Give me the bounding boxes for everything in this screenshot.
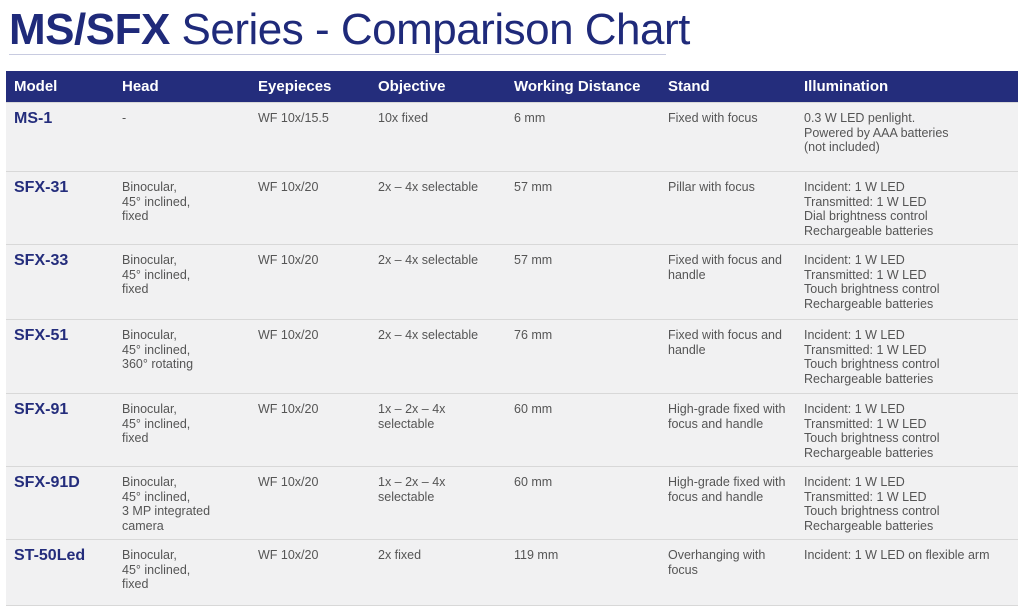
cell-model: SFX-51 bbox=[6, 319, 114, 394]
cell-eyepieces: WF 10x/20 bbox=[250, 539, 370, 606]
header-illumination: Illumination bbox=[796, 71, 1018, 103]
cell-illumination: Incident: 1 W LED Transmitted: 1 W LED T… bbox=[796, 393, 1018, 467]
cell-head: Binocular, 45° inclined, 360° rotating bbox=[114, 319, 250, 394]
table-row: SFX-51 Binocular, 45° inclined, 360° rot… bbox=[6, 319, 1018, 394]
cell-working-distance: 57 mm bbox=[506, 171, 660, 245]
cell-eyepieces: WF 10x/15.5 bbox=[250, 102, 370, 172]
header-working-distance: Working Distance bbox=[506, 71, 660, 103]
cell-eyepieces: WF 10x/20 bbox=[250, 244, 370, 320]
cell-objective: 2x – 4x selectable bbox=[370, 244, 506, 320]
cell-stand: Fixed with focus and handle bbox=[660, 244, 796, 320]
header-row: Model Head Eyepieces Objective Working D… bbox=[6, 71, 1018, 103]
cell-illumination: Incident: 1 W LED Transmitted: 1 W LED D… bbox=[796, 171, 1018, 245]
cell-illumination: 0.3 W LED penlight. Powered by AAA batte… bbox=[796, 102, 1018, 172]
page-title-series: MS/SFX bbox=[9, 5, 170, 54]
table-header: Model Head Eyepieces Objective Working D… bbox=[6, 71, 1018, 103]
header-eyepieces: Eyepieces bbox=[250, 71, 370, 103]
table-row: SFX-31 Binocular, 45° inclined, fixed WF… bbox=[6, 171, 1018, 245]
page-title: MS/SFX Series - Comparison Chart bbox=[9, 4, 690, 56]
cell-objective: 10x fixed bbox=[370, 102, 506, 172]
cell-illumination: Incident: 1 W LED Transmitted: 1 W LED T… bbox=[796, 319, 1018, 394]
cell-model: MS-1 bbox=[6, 102, 114, 172]
cell-stand: High-grade fixed with focus and handle bbox=[660, 393, 796, 467]
cell-head: Binocular, 45° inclined, 3 MP integrated… bbox=[114, 466, 250, 540]
cell-stand: Pillar with focus bbox=[660, 171, 796, 245]
cell-illumination: Incident: 1 W LED on flexible arm bbox=[796, 539, 1018, 606]
comparison-table: Model Head Eyepieces Objective Working D… bbox=[6, 71, 1018, 606]
cell-objective: 2x fixed bbox=[370, 539, 506, 606]
header-stand: Stand bbox=[660, 71, 796, 103]
cell-head: Binocular, 45° inclined, fixed bbox=[114, 539, 250, 606]
cell-objective: 1x – 2x – 4x selectable bbox=[370, 466, 506, 540]
cell-model: SFX-31 bbox=[6, 171, 114, 245]
table-row: SFX-91 Binocular, 45° inclined, fixed WF… bbox=[6, 393, 1018, 467]
cell-working-distance: 57 mm bbox=[506, 244, 660, 320]
cell-eyepieces: WF 10x/20 bbox=[250, 171, 370, 245]
cell-eyepieces: WF 10x/20 bbox=[250, 319, 370, 394]
cell-model: SFX-91 bbox=[6, 393, 114, 467]
cell-working-distance: 119 mm bbox=[506, 539, 660, 606]
cell-working-distance: 76 mm bbox=[506, 319, 660, 394]
cell-eyepieces: WF 10x/20 bbox=[250, 393, 370, 467]
header-model: Model bbox=[6, 71, 114, 103]
cell-objective: 1x – 2x – 4x selectable bbox=[370, 393, 506, 467]
cell-stand: Overhanging with focus bbox=[660, 539, 796, 606]
cell-model: SFX-91D bbox=[6, 466, 114, 540]
cell-stand: Fixed with focus and handle bbox=[660, 319, 796, 394]
cell-stand: High-grade fixed with focus and handle bbox=[660, 466, 796, 540]
cell-stand: Fixed with focus bbox=[660, 102, 796, 172]
table-row: ST-50Led Binocular, 45° inclined, fixed … bbox=[6, 539, 1018, 606]
cell-objective: 2x – 4x selectable bbox=[370, 171, 506, 245]
cell-model: ST-50Led bbox=[6, 539, 114, 606]
cell-illumination: Incident: 1 W LED Transmitted: 1 W LED T… bbox=[796, 244, 1018, 320]
table-row: SFX-91D Binocular, 45° inclined, 3 MP in… bbox=[6, 466, 1018, 540]
cell-working-distance: 60 mm bbox=[506, 393, 660, 467]
cell-head: Binocular, 45° inclined, fixed bbox=[114, 171, 250, 245]
cell-head: Binocular, 45° inclined, fixed bbox=[114, 244, 250, 320]
cell-working-distance: 6 mm bbox=[506, 102, 660, 172]
cell-head: Binocular, 45° inclined, fixed bbox=[114, 393, 250, 467]
title-divider bbox=[9, 54, 666, 55]
page-title-rest: Series - Comparison Chart bbox=[169, 5, 691, 54]
cell-head: - bbox=[114, 102, 250, 172]
header-objective: Objective bbox=[370, 71, 506, 103]
cell-model: SFX-33 bbox=[6, 244, 114, 320]
table-body: MS-1 - WF 10x/15.5 10x fixed 6 mm Fixed … bbox=[6, 102, 1018, 606]
cell-working-distance: 60 mm bbox=[506, 466, 660, 540]
table-row: SFX-33 Binocular, 45° inclined, fixed WF… bbox=[6, 244, 1018, 320]
cell-illumination: Incident: 1 W LED Transmitted: 1 W LED T… bbox=[796, 466, 1018, 540]
cell-objective: 2x – 4x selectable bbox=[370, 319, 506, 394]
table-row: MS-1 - WF 10x/15.5 10x fixed 6 mm Fixed … bbox=[6, 102, 1018, 172]
cell-eyepieces: WF 10x/20 bbox=[250, 466, 370, 540]
header-head: Head bbox=[114, 71, 250, 103]
